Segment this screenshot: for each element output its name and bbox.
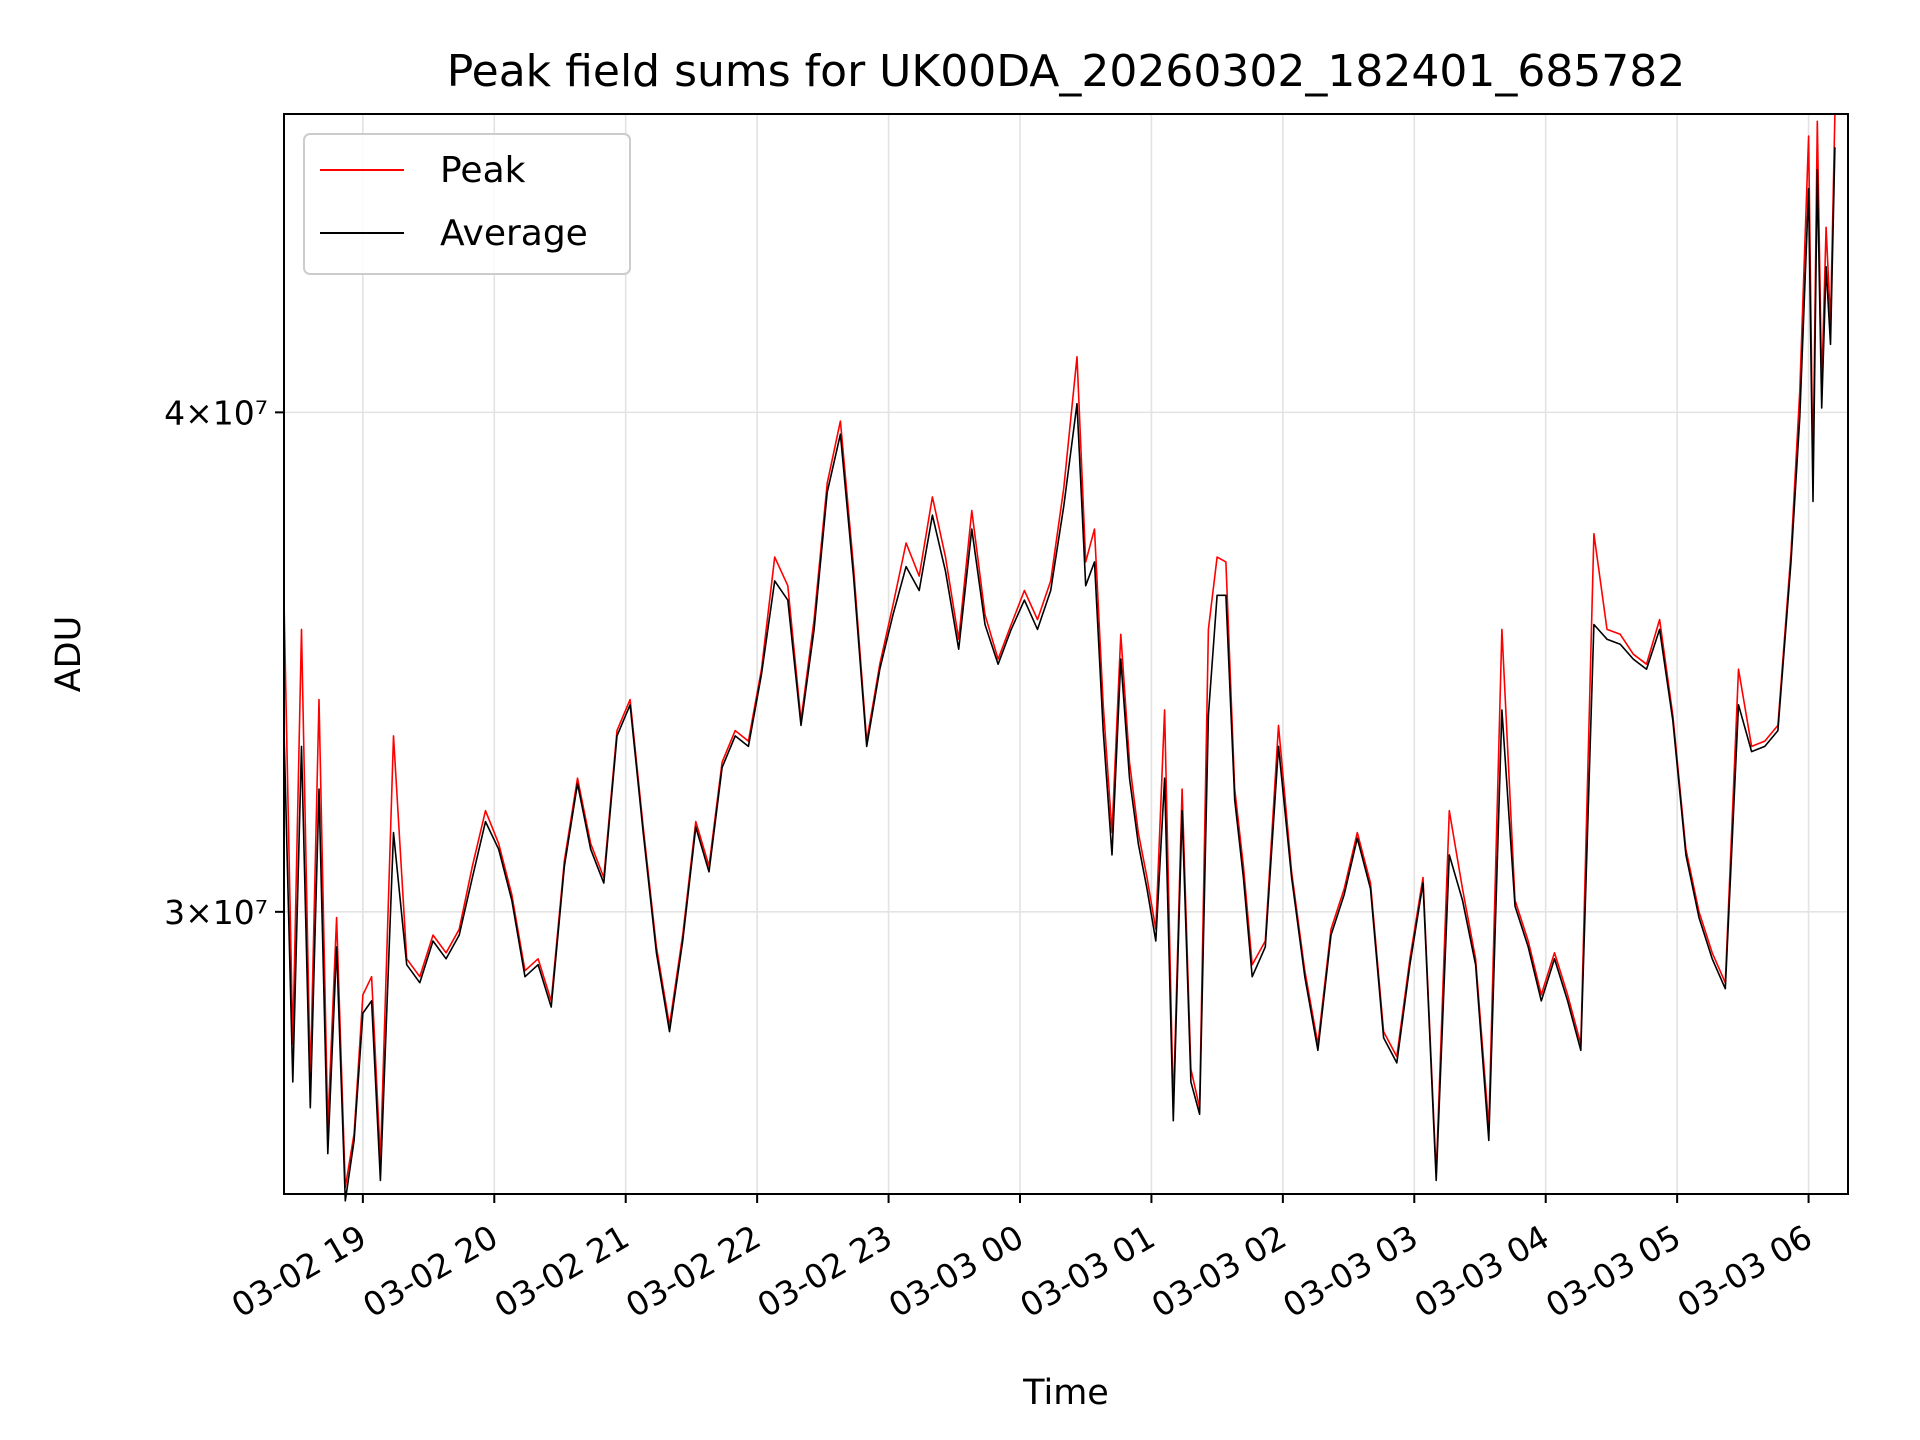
x-tick-label: 03-03 06 xyxy=(1671,1217,1819,1325)
grid xyxy=(284,114,1848,1194)
series-line-average xyxy=(283,147,1836,1202)
plot-area-frame xyxy=(283,113,1849,1195)
series-line-peak xyxy=(283,113,1836,1188)
x-tick-label: 03-03 01 xyxy=(1013,1217,1161,1325)
x-tick-label: 03-02 22 xyxy=(619,1217,767,1325)
y-axis-label: ADU xyxy=(49,616,89,693)
x-tick-label: 03-03 04 xyxy=(1408,1217,1556,1325)
x-tick-label: 03-02 21 xyxy=(488,1217,636,1325)
chart-title: Peak field sums for UK00DA_20260302_1824… xyxy=(447,46,1686,97)
x-tick-label: 03-03 03 xyxy=(1276,1217,1424,1325)
x-tick-label: 03-02 19 xyxy=(225,1217,373,1325)
x-tick-label: 03-02 20 xyxy=(356,1217,504,1325)
y-tick-label: 3×10⁷ xyxy=(164,893,268,932)
legend: Peak Average xyxy=(303,133,631,275)
x-tick-label: 03-03 00 xyxy=(882,1217,1030,1325)
x-tick-label: 03-02 23 xyxy=(751,1217,899,1325)
x-tick-label: 03-03 02 xyxy=(1145,1217,1293,1325)
x-tick-label: 03-03 05 xyxy=(1539,1217,1687,1325)
legend-label-peak: Peak xyxy=(440,150,526,191)
series-lines xyxy=(283,113,1836,1202)
x-axis-label: Time xyxy=(1022,1373,1109,1413)
y-tick-label: 4×10⁷ xyxy=(164,393,268,432)
legend-label-average: Average xyxy=(440,213,588,254)
